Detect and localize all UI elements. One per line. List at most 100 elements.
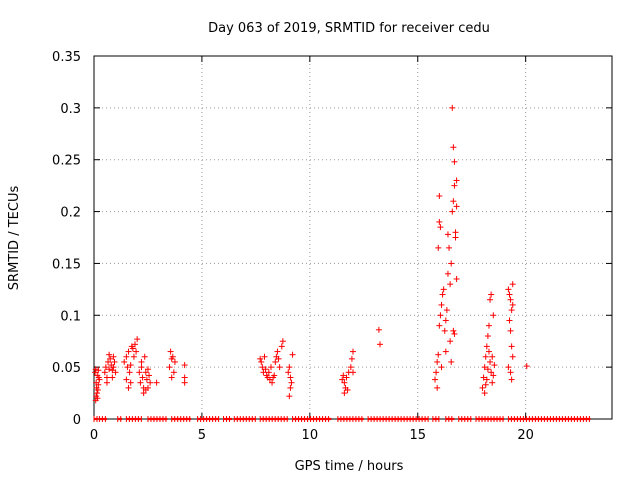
data-point: [258, 358, 265, 365]
data-point: [490, 312, 497, 319]
data-point: [267, 364, 274, 371]
data-point: [508, 307, 515, 314]
data-point: [441, 327, 448, 334]
data-point: [447, 338, 454, 345]
data-point: [181, 379, 188, 386]
data-point: [453, 177, 460, 184]
data-point: [484, 333, 491, 340]
data-point: [138, 364, 145, 371]
data-point: [92, 397, 99, 404]
data-point: [343, 374, 350, 381]
data-point: [509, 353, 516, 360]
y-tick-label: 0.05: [52, 361, 81, 376]
data-point: [123, 353, 130, 360]
data-point: [259, 364, 266, 371]
data-point: [487, 296, 494, 303]
data-point: [112, 369, 119, 376]
data-point: [509, 301, 516, 308]
data-point: [269, 379, 276, 386]
data-point: [124, 364, 131, 371]
data-point: [96, 376, 103, 383]
data-point: [286, 393, 293, 400]
data-point: [143, 376, 150, 383]
data-point: [134, 336, 141, 343]
data-point: [285, 369, 292, 376]
data-point: [452, 229, 459, 236]
data-point: [436, 193, 443, 200]
data-point: [166, 364, 173, 371]
data-point: [375, 326, 382, 333]
data-point: [141, 353, 148, 360]
data-point: [266, 376, 273, 383]
data-point: [102, 364, 109, 371]
data-point: [443, 307, 450, 314]
y-tick-label: 0.3: [60, 102, 81, 117]
data-point: [168, 374, 175, 381]
data-point: [490, 372, 497, 379]
y-tick-label: 0.1: [60, 309, 81, 324]
data-point: [110, 353, 117, 360]
data-point: [480, 374, 487, 381]
data-point: [437, 312, 444, 319]
data-point: [272, 358, 279, 365]
data-point: [271, 372, 278, 379]
data-point: [142, 386, 149, 393]
data-point: [257, 355, 264, 362]
data-point: [260, 369, 267, 376]
data-point: [109, 367, 116, 374]
data-point: [507, 327, 514, 334]
data-point: [449, 208, 456, 215]
data-point: [350, 348, 356, 355]
x-tick-label: 0: [90, 428, 98, 443]
x-axis-label: GPS time / hours: [295, 459, 404, 474]
data-point: [485, 322, 492, 329]
data-point: [432, 376, 439, 383]
data-point: [487, 358, 494, 365]
data-point: [450, 327, 457, 334]
data-point: [344, 386, 351, 393]
data-point: [109, 374, 116, 381]
data-point: [92, 366, 99, 373]
data-point: [450, 144, 457, 151]
data-point: [105, 358, 112, 365]
data-point: [446, 244, 453, 251]
data-point: [111, 358, 118, 365]
data-point: [286, 364, 293, 371]
data-point: [523, 363, 530, 370]
data-point: [482, 353, 489, 360]
data-point: [436, 322, 443, 329]
chart-title: Day 063 of 2019, SRMTID for receiver ced…: [208, 21, 490, 36]
data-point: [339, 376, 346, 383]
data-point: [449, 104, 456, 111]
data-point: [348, 355, 355, 362]
data-point: [94, 390, 101, 397]
data-point: [107, 355, 114, 362]
data-point: [436, 218, 443, 225]
data-point: [451, 182, 458, 189]
data-point: [509, 281, 516, 288]
data-point: [444, 231, 451, 238]
data-point: [276, 364, 283, 371]
data-point: [275, 355, 282, 362]
data-points: [92, 104, 591, 422]
data-point: [170, 369, 177, 376]
data-point: [433, 369, 440, 376]
data-point: [508, 376, 515, 383]
data-point: [132, 341, 139, 348]
data-point: [101, 369, 108, 376]
data-point: [103, 379, 110, 386]
data-point: [262, 366, 269, 373]
data-point: [288, 379, 295, 386]
y-axis-label: SRMTID / TECUs: [7, 186, 22, 291]
data-point: [508, 343, 515, 350]
data-point: [444, 270, 451, 277]
data-point: [481, 390, 488, 397]
data-point: [287, 374, 294, 381]
data-point: [483, 376, 490, 383]
data-point: [453, 203, 460, 210]
data-point: [125, 384, 132, 391]
data-point: [167, 348, 174, 355]
y-tick-label: 0: [73, 413, 81, 428]
data-point: [453, 275, 460, 282]
